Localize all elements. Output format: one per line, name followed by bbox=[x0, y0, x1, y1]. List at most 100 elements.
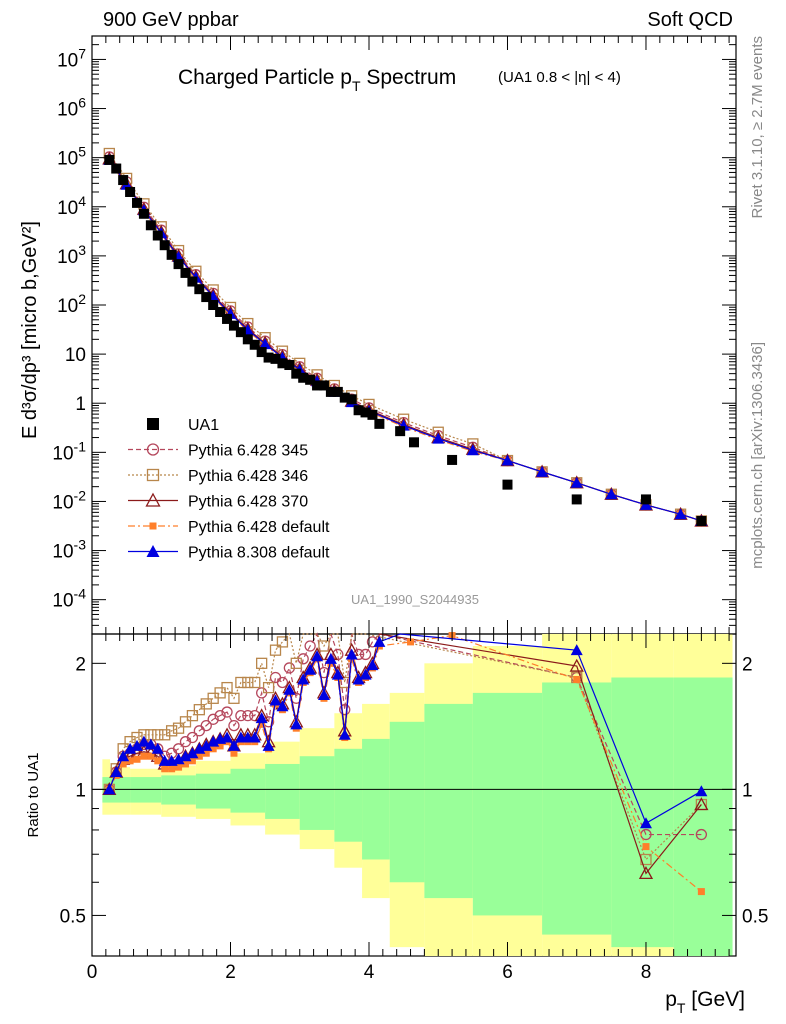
ratio-point bbox=[276, 700, 289, 712]
legend-marker bbox=[146, 468, 160, 482]
ua1-point bbox=[201, 292, 212, 303]
ratio-point bbox=[207, 735, 220, 747]
ratio-point bbox=[193, 704, 205, 716]
ua1-point bbox=[249, 339, 260, 350]
ua1-point bbox=[215, 307, 226, 318]
analysis-id: UA1_1990_S2044935 bbox=[351, 592, 479, 607]
band-green bbox=[673, 677, 733, 956]
ratio-point bbox=[304, 640, 316, 652]
band-green bbox=[161, 775, 196, 805]
ratio-point bbox=[214, 709, 226, 722]
mc-point bbox=[432, 432, 445, 444]
mc-point bbox=[259, 338, 272, 350]
ratio-point bbox=[694, 797, 709, 811]
ua1-point bbox=[270, 353, 281, 364]
ratio-point bbox=[161, 765, 169, 773]
ratio-point bbox=[221, 706, 233, 718]
ratio-y-tick-label-right: 1 bbox=[742, 780, 753, 801]
band-green bbox=[424, 703, 473, 899]
ratio-point bbox=[221, 681, 233, 694]
ua1-point bbox=[339, 392, 350, 403]
ratio-point bbox=[407, 638, 415, 646]
ratio-point bbox=[186, 731, 199, 744]
legend-marker bbox=[149, 522, 157, 530]
band-green bbox=[389, 721, 425, 883]
ratio-point bbox=[165, 725, 178, 737]
band-green bbox=[542, 682, 612, 935]
ratio-point bbox=[258, 720, 266, 728]
legend-marker bbox=[146, 443, 160, 456]
ua1-point bbox=[111, 163, 122, 174]
ua1-point bbox=[409, 437, 419, 448]
ratio-point bbox=[290, 718, 303, 730]
ratio-point bbox=[133, 755, 141, 763]
y-tick-label: 104 bbox=[57, 193, 86, 219]
y-axis-main-label: E d³σ/dp³ [micro b,GeV²] bbox=[19, 221, 41, 439]
x-tick-label: 6 bbox=[502, 962, 513, 983]
ratio-point bbox=[248, 731, 261, 743]
ratio-point bbox=[338, 728, 351, 740]
ratio-point bbox=[202, 749, 210, 757]
ratio-point bbox=[249, 676, 261, 689]
ratio-point bbox=[140, 752, 148, 760]
ua1-point bbox=[325, 386, 336, 397]
ratio-point bbox=[126, 757, 134, 765]
ua1-point bbox=[318, 380, 329, 391]
ratio-point bbox=[168, 765, 176, 773]
band-green bbox=[334, 748, 363, 842]
ratio-point bbox=[339, 704, 351, 716]
ratio-point bbox=[124, 742, 137, 754]
x-tick-label: 4 bbox=[364, 962, 375, 983]
ratio-frame bbox=[91, 633, 737, 957]
ratio-point bbox=[638, 866, 654, 880]
ratio-point bbox=[256, 657, 268, 669]
band-green bbox=[230, 768, 266, 813]
ratio-point bbox=[262, 681, 275, 694]
ratio-lines bbox=[102, 632, 709, 896]
legend-label: Pythia 6.428 370 bbox=[188, 494, 308, 511]
ratio-point bbox=[117, 750, 130, 762]
ratio-point bbox=[639, 817, 652, 829]
ratio-point bbox=[352, 673, 365, 685]
ua1-point bbox=[263, 352, 274, 363]
ratio-point bbox=[151, 742, 164, 754]
ua1-point bbox=[152, 230, 163, 241]
ratio-point bbox=[216, 742, 224, 750]
ratio-point bbox=[317, 689, 330, 701]
ratio-point bbox=[297, 673, 310, 685]
x-tick-label: 8 bbox=[641, 962, 652, 983]
ratio-point bbox=[179, 750, 192, 762]
ua1-point bbox=[208, 299, 219, 310]
mc-line bbox=[108, 153, 702, 522]
header-left: 900 GeV ppbar bbox=[103, 9, 239, 31]
ua1-point bbox=[145, 220, 156, 231]
ratio-point bbox=[242, 709, 254, 722]
ua1-point bbox=[228, 320, 239, 331]
ratio-y-tick-label-right: 2 bbox=[742, 654, 753, 675]
ua1-point bbox=[640, 494, 651, 505]
y-tick-label: 107 bbox=[57, 45, 86, 71]
ua1-point bbox=[159, 240, 170, 251]
band-green bbox=[265, 763, 300, 819]
ratio-point bbox=[262, 739, 275, 751]
axes: 0 2 4 6 810710610510410310210110-110-210-310… bbox=[52, 35, 768, 983]
ratio-point bbox=[570, 644, 583, 656]
ratio-point bbox=[269, 644, 282, 656]
plot-cut-label: (UA1 0.8 < |η| < 4) bbox=[498, 69, 621, 86]
ua1-point bbox=[571, 494, 582, 505]
ua1-point bbox=[395, 426, 406, 437]
ua1-point bbox=[125, 186, 136, 197]
legend: UA1 Pythia 6.428 345 Pythia 6.428 346 Pythi… bbox=[128, 417, 330, 562]
ratio-y-tick-label: 0.5 bbox=[60, 906, 86, 927]
ratio-point bbox=[195, 752, 203, 760]
mc-point bbox=[605, 488, 618, 500]
legend-label: Pythia 6.428 345 bbox=[188, 443, 308, 460]
ua1-point bbox=[353, 405, 364, 416]
rivet-label: Rivet 3.1.10, ≥ 2.7M events bbox=[749, 36, 766, 219]
ratio-point bbox=[209, 745, 217, 753]
main-data-points bbox=[104, 154, 707, 526]
legend-label: Pythia 6.428 346 bbox=[188, 468, 308, 485]
plot-title: Charged Particle pT Spectrum bbox=[178, 66, 456, 94]
ratio-point bbox=[137, 735, 150, 747]
ratio-point bbox=[573, 675, 581, 683]
